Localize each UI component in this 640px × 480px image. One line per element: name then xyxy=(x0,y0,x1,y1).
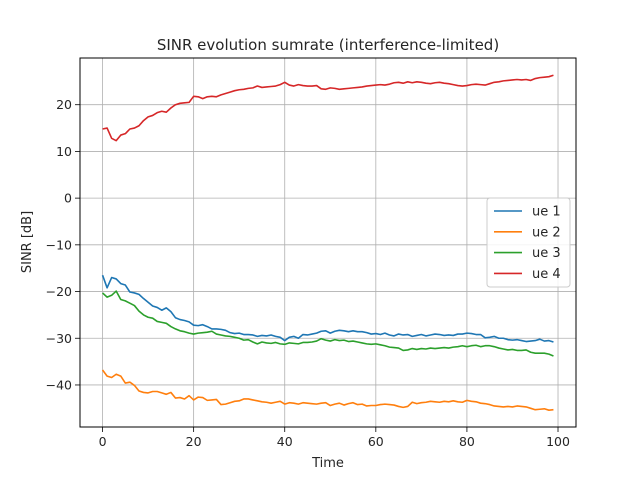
y-tick-label: −40 xyxy=(46,377,72,392)
x-tick-label: 60 xyxy=(368,434,384,449)
legend-label-ue-4: ue 4 xyxy=(532,267,561,282)
series-line-ue-4 xyxy=(102,74,554,142)
x-tick-label: 40 xyxy=(277,434,293,449)
plot-frame xyxy=(79,57,577,428)
legend-label-ue-2: ue 2 xyxy=(532,225,561,240)
gridlines xyxy=(80,58,576,427)
legend: ue 1 ue 2 ue 3 ue 4 xyxy=(486,197,571,288)
x-axis-label: Time xyxy=(311,456,344,471)
x-tick-label: 0 xyxy=(99,434,107,449)
y-axis-label: SINR [dB] xyxy=(20,211,35,273)
y-tick-label: −20 xyxy=(46,284,72,299)
series-line-ue-1 xyxy=(101,274,554,343)
y-tick-label: 10 xyxy=(56,144,72,159)
x-tick-label: 100 xyxy=(546,434,570,449)
series-line-ue-2 xyxy=(101,369,554,411)
chart-title: SINR evolution sumrate (interference-lim… xyxy=(157,36,499,54)
series-layer xyxy=(101,74,554,411)
legend-label-ue-1: ue 1 xyxy=(532,205,561,220)
series-line-ue-3 xyxy=(102,290,554,357)
y-tick-label: 20 xyxy=(56,97,72,112)
y-tick-label: 0 xyxy=(64,191,72,206)
y-tick-label: −30 xyxy=(46,331,72,346)
x-tick-label: 80 xyxy=(459,434,475,449)
x-tick-label: 20 xyxy=(186,434,202,449)
legend-box xyxy=(486,197,571,288)
y-tick-label: −10 xyxy=(46,237,72,252)
legend-label-ue-3: ue 3 xyxy=(532,246,561,261)
axis-ticks: 0 20 40 60 80 100 −40 −30 −20 −10 0 10 20 xyxy=(46,97,570,449)
